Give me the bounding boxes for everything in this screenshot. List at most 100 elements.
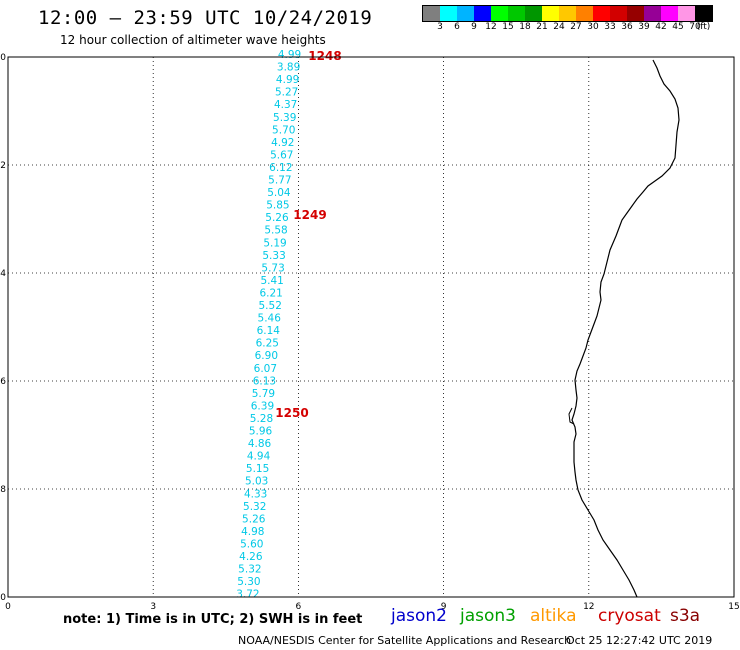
- color-legend-tick: 15: [502, 22, 514, 32]
- swh-reading: 5.46: [258, 313, 282, 325]
- map-title: 12:00 – 23:59 UTC 10/24/2019: [38, 7, 373, 29]
- time-label: 1250: [275, 406, 308, 420]
- swh-reading: 4.26: [239, 551, 263, 563]
- color-swatch: [508, 6, 525, 21]
- color-swatch: [678, 6, 695, 21]
- color-swatch: [661, 6, 678, 21]
- swh-reading: 4.94: [247, 451, 271, 463]
- swh-reading: 5.33: [262, 250, 285, 262]
- color-swatch: [457, 6, 474, 21]
- swh-reading: 5.39: [273, 112, 296, 124]
- satellite-track: 4.993.894.995.274.375.395.704.925.676.12…: [236, 49, 341, 601]
- color-swatch: [440, 6, 457, 21]
- swh-reading: 5.03: [245, 476, 268, 488]
- color-legend-tick: 21: [536, 22, 548, 32]
- y-tick-label: -20: [0, 593, 6, 603]
- color-swatch: [695, 6, 712, 21]
- x-tick-label: 9: [441, 602, 447, 612]
- color-swatch: [525, 6, 542, 21]
- footer-credit: NOAA/NESDIS Center for Satellite Applica…: [238, 634, 572, 647]
- y-tick-label: -14: [0, 269, 6, 279]
- color-legend-tick: 70: [689, 22, 701, 32]
- color-legend-tick: 42: [655, 22, 667, 32]
- swh-reading: 5.28: [250, 413, 273, 425]
- color-legend-tick: 24: [553, 22, 565, 32]
- coastline-path: [571, 59, 680, 598]
- swh-reading: 6.39: [251, 400, 274, 412]
- swh-reading: 6.14: [257, 325, 281, 337]
- swh-reading: 5.58: [264, 225, 287, 237]
- swh-reading: 5.32: [243, 501, 266, 513]
- y-tick-label: -16: [0, 377, 6, 387]
- swh-reading: 4.92: [271, 137, 294, 149]
- x-tick-label: 12: [583, 602, 594, 612]
- y-tick-label: -10: [0, 53, 6, 63]
- swh-reading: 4.99: [278, 49, 301, 61]
- color-swatch: [610, 6, 627, 21]
- color-swatch: [491, 6, 508, 21]
- y-tick-label: -18: [0, 485, 6, 495]
- swh-reading: 3.89: [277, 62, 300, 74]
- swh-reading: 5.26: [265, 212, 289, 224]
- color-swatch: [644, 6, 661, 21]
- x-tick-label: 0: [5, 602, 11, 612]
- swh-reading: 5.15: [246, 463, 269, 475]
- swh-reading: 3.72: [236, 589, 259, 601]
- swh-reading: 4.37: [274, 99, 297, 111]
- swh-reading: 5.04: [267, 187, 291, 199]
- color-legend-tick: (ft): [696, 22, 711, 32]
- color-swatch: [474, 6, 491, 21]
- color-legend-tick: 45: [672, 22, 684, 32]
- swh-reading: 4.99: [276, 74, 299, 86]
- satellite-name: jason2: [391, 606, 447, 626]
- color-legend-tick: 39: [638, 22, 650, 32]
- swh-reading: 5.73: [261, 262, 284, 274]
- color-legend-tick: 6: [454, 22, 460, 32]
- swh-reading: 6.12: [269, 162, 292, 174]
- map-frame: [7, 56, 735, 598]
- color-swatch: [627, 6, 644, 21]
- swh-reading: 6.25: [256, 338, 279, 350]
- swh-reading: 5.79: [252, 388, 275, 400]
- map-subtitle: 12 hour collection of altimeter wave hei…: [60, 33, 326, 47]
- color-legend: [422, 5, 713, 22]
- swh-reading: 5.19: [263, 237, 286, 249]
- swh-reading: 4.98: [241, 526, 264, 538]
- color-legend-tick: 36: [621, 22, 633, 32]
- satellite-name: jason3: [460, 606, 516, 626]
- swh-reading: 5.26: [242, 513, 266, 525]
- satellite-name: cryosat: [598, 606, 661, 626]
- color-swatch: [423, 6, 440, 21]
- swh-reading: 5.77: [268, 175, 291, 187]
- color-swatch: [542, 6, 559, 21]
- swh-reading: 6.21: [259, 287, 282, 299]
- swh-reading: 5.96: [249, 426, 273, 438]
- swh-reading: 5.41: [260, 275, 283, 287]
- coastline: [568, 59, 680, 598]
- units-note: note: 1) Time is in UTC; 2) SWH is in fe…: [63, 612, 363, 627]
- color-legend-tick: 18: [519, 22, 531, 32]
- swh-reading: 5.85: [266, 200, 289, 212]
- color-swatch: [559, 6, 576, 21]
- swh-reading: 5.60: [240, 538, 263, 550]
- swh-reading: 5.30: [237, 576, 260, 588]
- time-label: 1248: [308, 49, 341, 63]
- swh-reading: 5.67: [270, 149, 293, 161]
- color-swatch: [576, 6, 593, 21]
- x-tick-label: 3: [150, 602, 156, 612]
- island-outline: [568, 407, 575, 425]
- swh-reading: 5.70: [272, 124, 295, 136]
- swh-reading: 4.33: [244, 488, 267, 500]
- color-legend-tick: 30: [587, 22, 599, 32]
- swh-reading: 6.90: [255, 350, 278, 362]
- time-label: 1249: [293, 208, 326, 222]
- swh-reading: 5.52: [259, 300, 282, 312]
- swh-reading: 6.07: [254, 363, 277, 375]
- color-legend-tick: 33: [604, 22, 616, 32]
- lat-lon-grid: 0 3 6 9 12 15 -10 -12 -14 -16 -18 -20: [0, 53, 740, 612]
- color-legend-tick: 9: [471, 22, 477, 32]
- swh-reading: 4.86: [248, 438, 272, 450]
- swh-reading: 6.13: [253, 375, 276, 387]
- swh-reading: 5.32: [238, 564, 261, 576]
